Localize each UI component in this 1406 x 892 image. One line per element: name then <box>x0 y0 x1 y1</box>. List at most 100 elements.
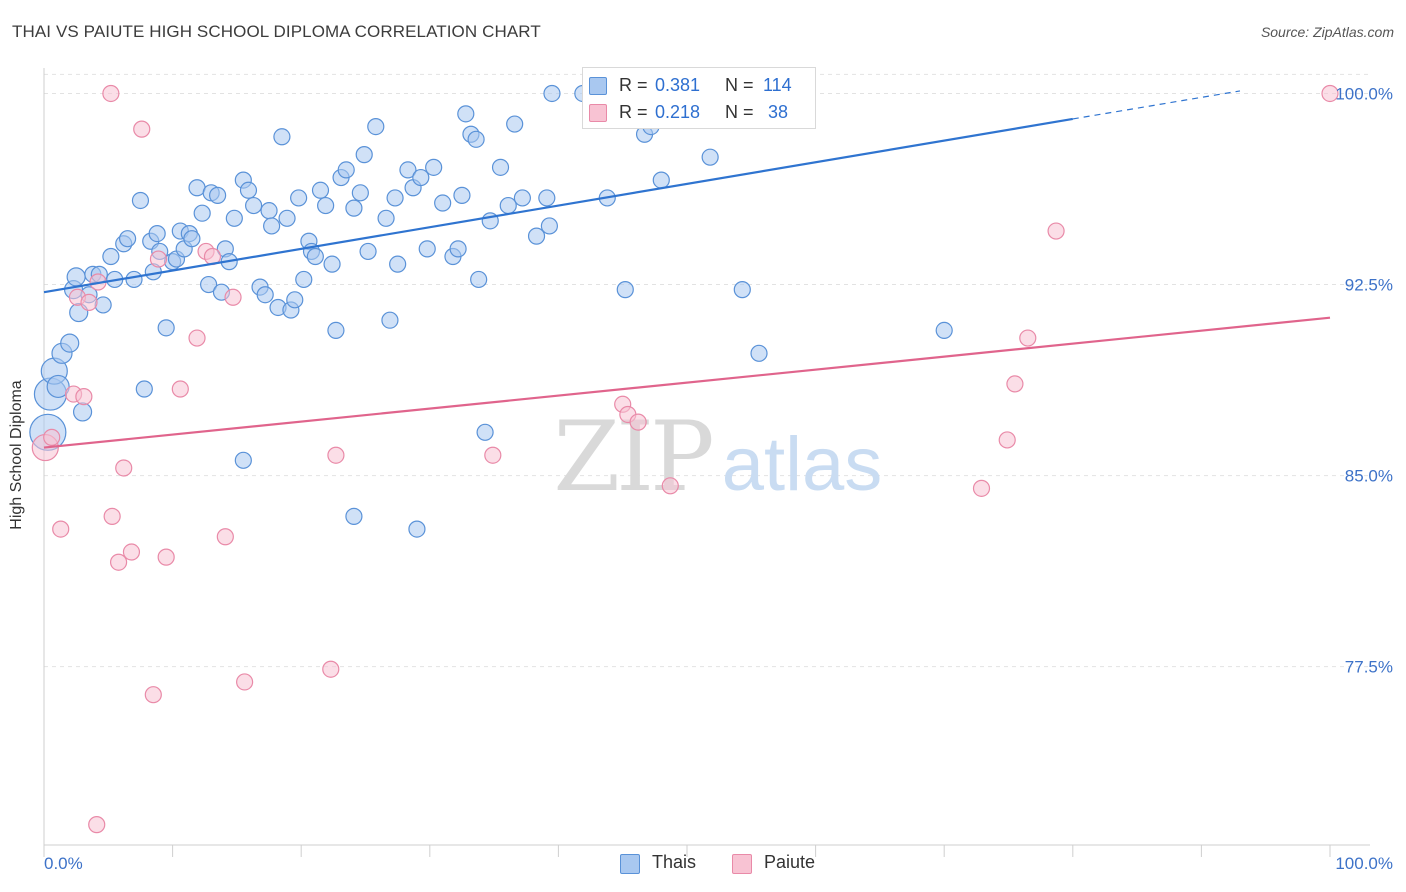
data-point <box>193 204 211 222</box>
data-point <box>453 186 471 204</box>
data-point <box>476 423 494 441</box>
data-point <box>540 217 558 235</box>
data-point <box>449 240 467 258</box>
legend-r-value: 0.218 <box>655 102 701 122</box>
data-point <box>188 329 206 347</box>
data-point <box>60 333 80 353</box>
trend-lines <box>43 90 1331 449</box>
y-tick-label: 92.5% <box>1345 276 1393 295</box>
y-axis-label: High School Diploma <box>8 380 25 530</box>
data-point <box>661 477 679 495</box>
data-point <box>935 321 953 339</box>
legend-n-label: N = <box>725 102 754 122</box>
data-point <box>157 548 175 566</box>
data-point <box>381 311 399 329</box>
data-point <box>652 171 670 189</box>
data-point <box>399 161 417 179</box>
data-point <box>200 275 218 294</box>
data-point <box>80 293 98 311</box>
data-point <box>103 507 121 525</box>
data-point <box>1321 84 1339 103</box>
data-point <box>263 217 281 235</box>
correlation-legend: R = 0.381 N = 114 R = 0.218 N = 38 <box>582 67 816 129</box>
data-point <box>171 380 189 398</box>
data-point <box>408 520 426 538</box>
paiute-swatch <box>589 104 607 122</box>
x-tick-label: 0.0% <box>44 854 83 873</box>
legend-row-paiute: R = 0.218 N = 38 <box>583 101 815 125</box>
data-point <box>733 281 751 299</box>
trend-line-paiute <box>43 316 1331 449</box>
data-point <box>750 344 768 362</box>
data-point <box>386 189 404 207</box>
data-point <box>278 209 296 227</box>
data-point <box>209 186 227 204</box>
data-point <box>499 196 517 215</box>
data-point <box>144 686 162 704</box>
series-paiute-points <box>31 84 1339 834</box>
data-point <box>513 189 531 207</box>
thais-swatch <box>589 77 607 95</box>
data-point <box>629 413 647 431</box>
bottom-legend-label: Paiute <box>764 852 816 872</box>
legend-n-label: N = <box>725 75 754 95</box>
data-point <box>337 161 355 179</box>
data-point <box>102 247 120 266</box>
data-point <box>133 120 151 138</box>
data-point <box>538 189 556 207</box>
bottom-legend-label: Thais <box>652 852 697 872</box>
data-point <box>52 520 70 538</box>
data-point <box>148 224 166 243</box>
data-point <box>323 255 341 273</box>
legend-r-label: R = <box>619 75 648 95</box>
data-point <box>239 181 258 199</box>
x-tick-label: 100.0% <box>1335 854 1393 873</box>
data-point <box>425 158 443 176</box>
data-point <box>131 191 150 210</box>
y-tick-label: 77.5% <box>1345 658 1393 677</box>
data-point <box>245 196 263 215</box>
data-point <box>351 184 369 202</box>
data-point <box>125 270 143 289</box>
legend-r-value: 0.381 <box>655 75 701 95</box>
x-tick-labels: 0.0% 100.0% <box>44 854 1393 873</box>
data-point <box>317 196 335 215</box>
chart-title: THAI VS PAIUTE HIGH SCHOOL DIPLOMA CORRE… <box>12 22 541 41</box>
data-point <box>506 115 524 133</box>
data-point <box>224 288 242 306</box>
data-point <box>311 181 330 199</box>
data-point <box>1006 375 1024 393</box>
thais-swatch <box>620 854 640 874</box>
data-point <box>72 402 93 422</box>
data-point <box>122 543 141 561</box>
data-point <box>367 117 385 136</box>
data-point <box>484 446 502 464</box>
data-point <box>286 291 304 309</box>
data-point <box>75 388 93 406</box>
data-point <box>389 255 407 273</box>
data-point <box>46 374 70 399</box>
data-point <box>491 158 510 176</box>
data-point <box>616 281 634 299</box>
trend-line-thais <box>43 117 1073 294</box>
data-point <box>225 209 243 227</box>
legend-r-label: R = <box>619 102 648 122</box>
y-tick-label: 100.0% <box>1335 84 1393 103</box>
data-point <box>527 227 546 245</box>
data-point <box>418 240 436 258</box>
data-point <box>115 459 133 477</box>
data-point <box>88 816 106 834</box>
data-point <box>327 321 345 339</box>
data-point <box>149 250 168 268</box>
paiute-swatch <box>732 854 752 874</box>
trend-line-thais-extension <box>1072 90 1241 120</box>
data-point <box>260 202 278 220</box>
data-point <box>43 428 61 446</box>
data-point <box>306 247 324 266</box>
data-point <box>322 660 340 678</box>
data-point <box>972 479 991 497</box>
data-point <box>290 189 308 207</box>
source-note: Source: ZipAtlas.com <box>1260 24 1394 40</box>
legend-row-thais: R = 0.381 N = 114 <box>583 74 815 98</box>
data-point <box>236 673 254 691</box>
